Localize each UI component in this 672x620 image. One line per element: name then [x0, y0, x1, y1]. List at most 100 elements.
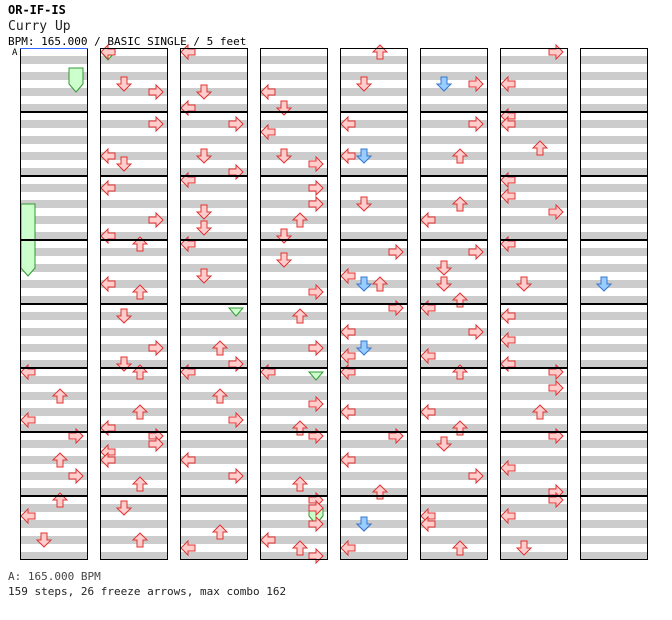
arrow-up — [131, 284, 149, 300]
beat-stripe — [500, 168, 568, 176]
beat-stripe — [20, 344, 88, 352]
beat-stripe — [180, 136, 248, 144]
measure-border — [580, 368, 648, 432]
arrow-left — [500, 331, 516, 349]
beat-stripe — [340, 200, 408, 208]
beat-stripe — [580, 360, 648, 368]
arrow-up — [291, 212, 309, 228]
arrow-right — [308, 499, 324, 517]
beat-stripe — [340, 312, 408, 320]
beat-stripe — [20, 552, 88, 560]
arrow-left — [100, 179, 116, 197]
beat-stripe — [100, 264, 168, 272]
beat-stripe — [580, 504, 648, 512]
arrow-up — [131, 476, 149, 492]
beat-stripe — [20, 248, 88, 256]
beat-stripe — [20, 296, 88, 304]
beat-stripe — [180, 88, 248, 96]
beat-stripe — [580, 472, 648, 480]
beat-stripe — [100, 328, 168, 336]
beat-stripe — [20, 424, 88, 432]
beat-stripe — [420, 408, 488, 416]
arrow-right — [548, 203, 564, 221]
beat-stripe — [180, 472, 248, 480]
beat-stripe — [100, 152, 168, 160]
arrow-up — [371, 276, 389, 292]
beat-stripe — [580, 392, 648, 400]
measure-border — [260, 176, 328, 240]
beat-stripe — [180, 216, 248, 224]
measure-border — [500, 368, 568, 432]
beat-stripe — [20, 168, 88, 176]
measure-border — [500, 240, 568, 304]
beat-stripe — [580, 72, 648, 80]
arrow-right — [228, 467, 244, 485]
beat-stripe — [580, 312, 648, 320]
beat-stripe — [260, 408, 328, 416]
beat-stripe — [260, 136, 328, 144]
beat-stripe — [180, 184, 248, 192]
beat-stripe — [500, 440, 568, 448]
beat-stripe — [20, 152, 88, 160]
beat-stripe — [100, 200, 168, 208]
arrow-down — [195, 84, 213, 100]
beat-stripe — [340, 216, 408, 224]
beat-stripe — [500, 392, 568, 400]
arrow-left — [340, 451, 356, 469]
beat-stripe — [500, 488, 568, 496]
beat-stripe — [260, 520, 328, 528]
arrow-down — [275, 148, 293, 164]
measure-border — [20, 368, 88, 432]
measure-border — [420, 112, 488, 176]
arrow-up — [211, 340, 229, 356]
arrow-up — [291, 540, 309, 556]
beat-stripe — [340, 248, 408, 256]
beat-stripe — [100, 552, 168, 560]
arrow-right — [228, 115, 244, 133]
beat-stripe — [180, 424, 248, 432]
beat-stripe — [340, 136, 408, 144]
beat-stripe — [340, 424, 408, 432]
arrow-left — [420, 211, 436, 229]
beat-stripe — [420, 184, 488, 192]
arrow-left — [420, 347, 436, 365]
beat-stripe — [340, 440, 408, 448]
arrow-left — [500, 507, 516, 525]
beat-stripe — [340, 392, 408, 400]
beat-stripe — [180, 440, 248, 448]
beat-stripe — [260, 184, 328, 192]
measure-border — [20, 240, 88, 304]
beat-stripe — [420, 472, 488, 480]
arrow-down — [275, 252, 293, 268]
beat-stripe — [20, 520, 88, 528]
arrow-left — [180, 539, 196, 557]
beat-stripe — [420, 120, 488, 128]
beat-stripe — [340, 104, 408, 112]
beat-stripe — [20, 504, 88, 512]
arrow-right — [308, 179, 324, 197]
beat-stripe — [580, 344, 648, 352]
measure-border — [500, 496, 568, 560]
arrow-down — [115, 500, 133, 516]
arrow-up — [291, 308, 309, 324]
beat-stripe — [420, 440, 488, 448]
arrow-right — [148, 339, 164, 357]
beat-stripe — [340, 456, 408, 464]
beat-stripe — [20, 88, 88, 96]
measure-border — [100, 48, 168, 112]
beat-stripe — [100, 488, 168, 496]
measure-border — [20, 496, 88, 560]
arrow-down-shock — [355, 516, 373, 532]
beat-stripe — [100, 360, 168, 368]
bpm-line: A: 165.000 BPM — [8, 570, 101, 583]
beat-stripe — [20, 136, 88, 144]
measure-border — [420, 368, 488, 432]
beat-stripe — [500, 456, 568, 464]
arrow-right — [308, 195, 324, 213]
arrow-right — [308, 339, 324, 357]
beat-stripe — [580, 408, 648, 416]
beat-stripe — [260, 120, 328, 128]
measure-border — [340, 496, 408, 560]
beat-stripe — [260, 88, 328, 96]
beat-stripe — [500, 280, 568, 288]
